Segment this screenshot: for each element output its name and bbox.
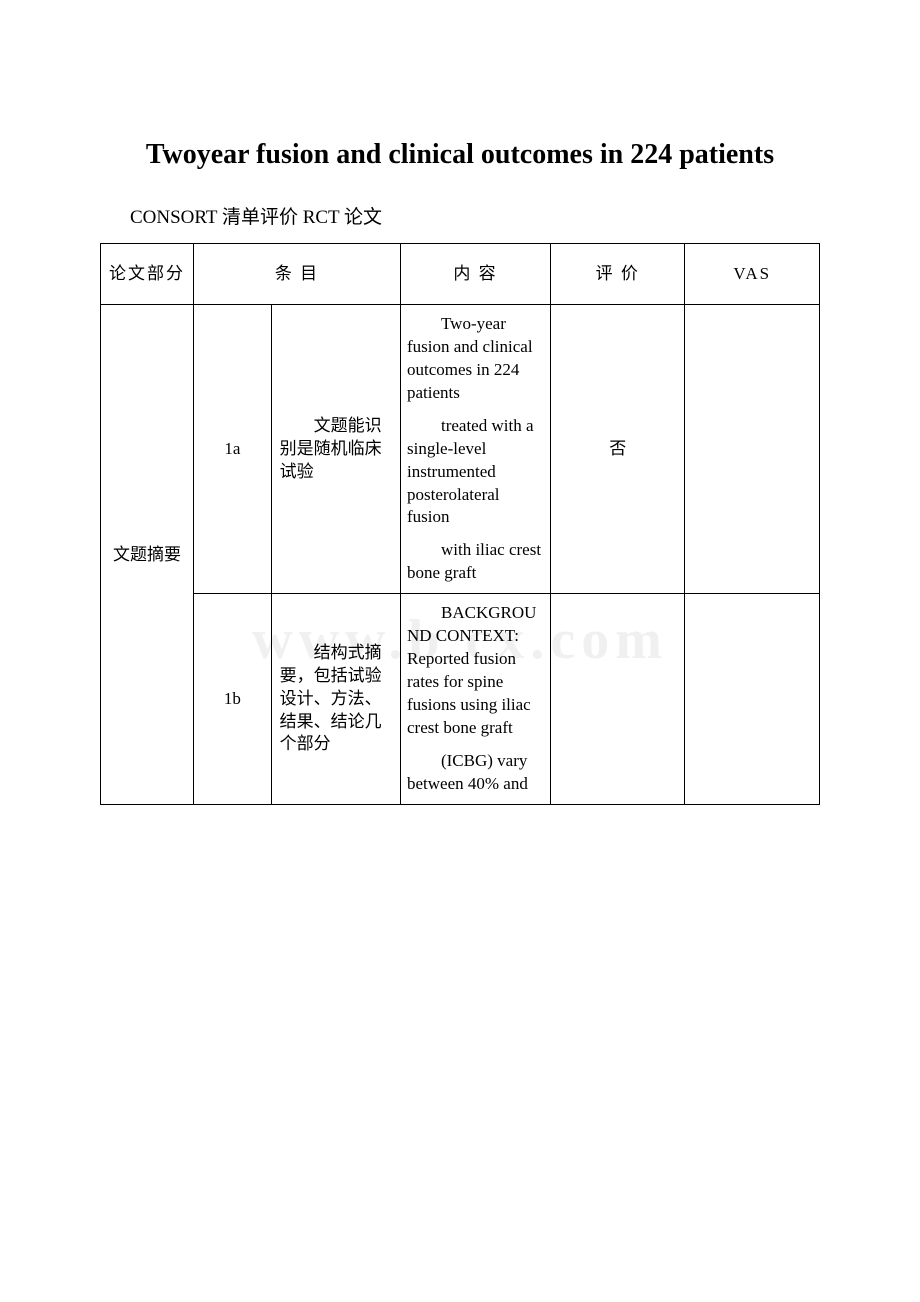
header-eval: 评 价 [550,244,684,305]
cell-eval [550,594,684,805]
document-subtitle: CONSORT 清单评价 RCT 论文 [100,202,820,229]
table-row: 文题摘要 1a 文题能识别是随机临床试验 Two-year fusion and… [101,304,820,593]
consort-table: 论文部分 条 目 内 容 评 价 VAS 文题摘要 1a 文题能识别是随机临床试… [100,243,820,805]
header-content: 内 容 [400,244,550,305]
document-title: Twoyear fusion and clinical outcomes in … [100,135,820,174]
header-section: 论文部分 [101,244,194,305]
cell-content: Two-year fusion and clinical outcomes in… [400,304,550,593]
cell-item-desc: 结构式摘要，包括试验设计、方法、结果、结论几个部分 [271,594,400,805]
cell-vas [685,594,820,805]
cell-item-num: 1b [194,594,272,805]
cell-eval: 否 [550,304,684,593]
cell-item-desc: 文题能识别是随机临床试验 [271,304,400,593]
cell-vas [685,304,820,593]
cell-item-num: 1a [194,304,272,593]
table-header-row: 论文部分 条 目 内 容 评 价 VAS [101,244,820,305]
header-vas: VAS [685,244,820,305]
header-item: 条 目 [194,244,401,305]
cell-section: 文题摘要 [101,304,194,804]
cell-content: BACKGROUND CONTEXT: Reported fusion rate… [400,594,550,805]
table-row: 1b 结构式摘要，包括试验设计、方法、结果、结论几个部分 BACKGROUND … [101,594,820,805]
